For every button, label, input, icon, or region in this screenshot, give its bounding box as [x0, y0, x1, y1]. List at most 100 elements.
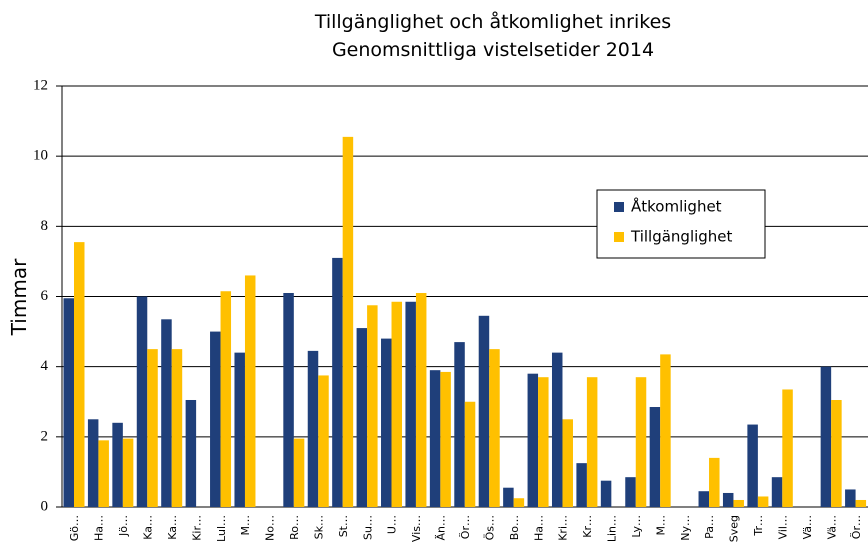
- bar: [831, 399, 842, 507]
- bar: [660, 354, 671, 507]
- bar: [185, 399, 197, 507]
- bar: [405, 301, 416, 507]
- bar: [747, 424, 758, 507]
- legend-swatch: [614, 202, 624, 212]
- bar: [210, 331, 221, 507]
- x-tick-label: Vä…: [801, 515, 814, 539]
- y-tick-label: 12: [33, 77, 48, 93]
- bar: [538, 377, 549, 507]
- x-tick-label: Ös…: [483, 515, 496, 540]
- legend-box: [596, 189, 766, 259]
- x-tick-label: Lul…: [215, 515, 228, 542]
- x-tick-label: U…: [386, 515, 399, 534]
- bar: [709, 457, 720, 507]
- bar: [513, 498, 525, 507]
- bar: [122, 438, 134, 507]
- y-axis-label: Timmar: [7, 258, 31, 336]
- x-tick-label: Jö…: [117, 515, 130, 537]
- bar: [220, 291, 232, 507]
- x-tick-label: M…: [654, 515, 667, 536]
- bar: [440, 371, 451, 507]
- bar: [600, 480, 612, 507]
- bar: [342, 136, 354, 507]
- x-tick-label: Sk…: [312, 515, 325, 539]
- bar: [625, 477, 636, 507]
- y-tick-label: 6: [41, 288, 49, 304]
- x-tick-label: No…: [264, 515, 277, 541]
- legend-swatch: [614, 232, 624, 242]
- x-tick-label: Ro…: [288, 515, 301, 540]
- bar: [576, 463, 587, 507]
- x-tick-label: Ka…: [141, 515, 154, 540]
- x-tick-label: Su…: [361, 515, 374, 540]
- bar: [429, 370, 441, 507]
- chart-title: Tillgänglighet och åtkomlighet inrikes: [314, 10, 671, 33]
- y-tick-label: 2: [41, 428, 49, 444]
- y-tick-label: 8: [41, 218, 49, 234]
- y-tick-label: 10: [33, 148, 48, 164]
- bar: [855, 499, 867, 507]
- x-tick-label: Bo…: [508, 515, 521, 540]
- bar: [147, 349, 158, 507]
- bar: [234, 352, 245, 507]
- bar: [367, 305, 378, 507]
- bar: [332, 257, 343, 507]
- x-tick-label: Sveg: [728, 515, 741, 542]
- x-tick-label: Kr…: [581, 515, 594, 538]
- bar: [161, 319, 172, 507]
- x-tick-label: Gö…: [68, 515, 81, 541]
- bar: [464, 401, 476, 507]
- chart-subtitle: Genomsnittliga vistelsetider 2014: [332, 39, 654, 61]
- bar: [722, 492, 734, 507]
- bar: [454, 342, 465, 507]
- bar: [733, 499, 744, 507]
- bar: [136, 296, 148, 507]
- bar: [356, 328, 368, 507]
- x-tick-label: Ny…: [679, 515, 692, 541]
- x-tick-label: Än…: [435, 515, 448, 541]
- x-tick-label: Vis…: [410, 515, 423, 542]
- x-tick-label: Ör…: [850, 515, 863, 539]
- x-tick-label: Vil…: [777, 515, 790, 539]
- bar: [293, 438, 305, 507]
- x-tick-label: Lin…: [606, 515, 619, 542]
- x-tick-label: M…: [239, 515, 252, 536]
- x-tick-label: Pa…: [703, 515, 716, 539]
- bar: [98, 440, 109, 507]
- bar: [381, 338, 392, 507]
- x-tick-label: Ha…: [93, 515, 106, 541]
- bar: [782, 389, 793, 507]
- bar: [318, 375, 329, 507]
- bar: [562, 419, 573, 507]
- bar: [63, 298, 74, 507]
- x-tick-label: Ly…: [630, 515, 643, 538]
- y-tick-label: 4: [41, 358, 49, 374]
- bar: [415, 292, 427, 507]
- bar: [586, 377, 598, 507]
- legend-label: Åtkomlighet: [631, 197, 722, 216]
- legend-label: Tillgänglighet: [630, 228, 733, 246]
- bar: [489, 349, 500, 507]
- bar: [820, 366, 832, 507]
- bar: [527, 373, 539, 507]
- bar: [307, 350, 319, 507]
- x-tick-label: Ha…: [532, 515, 545, 541]
- bar: [771, 477, 783, 507]
- bar: [503, 487, 514, 507]
- bar: [757, 496, 769, 507]
- bar: [698, 491, 710, 507]
- bar: [635, 377, 647, 507]
- legend: Åtkomlighet Tillgänglighet: [596, 189, 766, 259]
- bar: [244, 275, 256, 507]
- x-tick-label: Vä…: [825, 515, 838, 539]
- bar: [283, 292, 294, 507]
- x-tick-label: Ka…: [166, 515, 179, 540]
- x-tick-label: Kir…: [190, 515, 203, 541]
- bar: [649, 407, 661, 507]
- bar: [171, 349, 183, 507]
- bar: [845, 489, 856, 507]
- x-tick-label: St…: [337, 515, 350, 537]
- x-tick-label: Kri…: [557, 515, 570, 541]
